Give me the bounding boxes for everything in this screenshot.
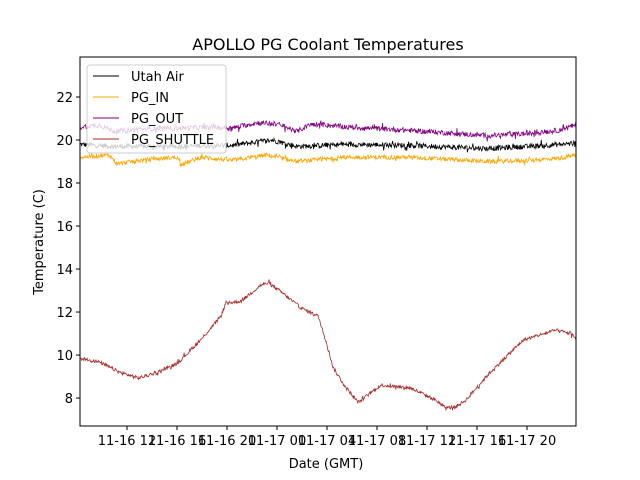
series-line-pg-shuttle (80, 278, 576, 412)
legend-label: PG_OUT (131, 112, 183, 127)
x-tick-label: 11-16 20 (198, 434, 256, 449)
x-tick-label: 11-17 12 (398, 434, 456, 449)
x-tick-label: 11-17 04 (298, 434, 356, 449)
x-axis-label: Date (GMT) (289, 457, 364, 472)
legend-label: Utah Air (131, 70, 184, 85)
y-tick-label: 16 (56, 220, 73, 235)
x-tick-label: 11-17 20 (498, 434, 556, 449)
x-tick-label: 11-17 08 (348, 434, 406, 449)
legend-label: PG_IN (131, 91, 169, 106)
chart-title: APOLLO PG Coolant Temperatures (192, 35, 463, 54)
y-tick-label: 14 (56, 263, 73, 278)
legend-item-utah-air: Utah Air (93, 70, 184, 85)
y-axis-label: Temperature (C) (32, 189, 47, 296)
y-tick-label: 8 (65, 392, 73, 407)
y-tick-label: 12 (56, 306, 73, 321)
y-tick-label: 20 (56, 134, 73, 149)
plot-frame (79, 56, 577, 427)
legend-item-pg-shuttle: PG_SHUTTLE (93, 133, 214, 148)
legend-label: PG_SHUTTLE (131, 133, 214, 148)
legend-box (86, 64, 227, 154)
y-tick-label: 10 (56, 349, 73, 364)
legend-item-pg-in: PG_IN (93, 91, 169, 106)
x-tick-label: 11-17 00 (248, 434, 306, 449)
series-line-pg-in (80, 152, 576, 168)
x-tick-label: 11-16 12 (98, 434, 156, 449)
x-tick-label: 11-17 16 (448, 434, 506, 449)
y-tick-label: 22 (56, 91, 73, 106)
legend-item-pg-out: PG_OUT (93, 112, 183, 127)
y-tick-label: 18 (56, 177, 73, 192)
x-tick-label: 11-16 16 (148, 434, 206, 449)
legend: Utah Air PG_IN PG_OUT PG_SHUTTLE (86, 64, 227, 154)
y-axis: 8 10 12 14 16 18 20 22 (56, 91, 80, 407)
